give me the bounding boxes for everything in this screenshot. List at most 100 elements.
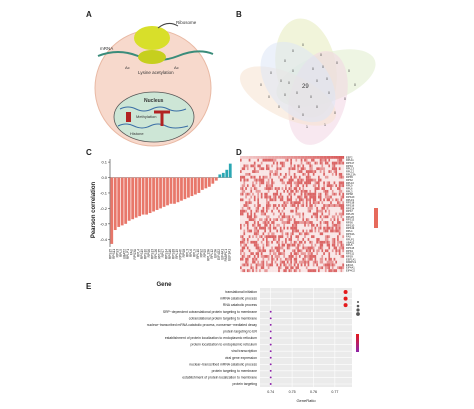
heatmap-cell — [253, 269, 256, 273]
heatmap-cell — [309, 223, 312, 227]
heatmap-cell — [340, 187, 343, 191]
legend-size-1 — [357, 301, 359, 303]
heatmap-cell — [323, 255, 326, 258]
heatmap-cell — [330, 260, 332, 264]
heatmap-cell — [333, 175, 336, 179]
heatmap-cell — [340, 243, 343, 247]
heatmap-cell — [257, 260, 260, 264]
heatmap-row-label: RPS17 — [346, 161, 355, 165]
heatmap-cell — [307, 187, 310, 191]
heatmap-cell — [252, 172, 254, 176]
heatmap-cell — [298, 235, 301, 239]
heatmap-cell — [259, 240, 261, 244]
heatmap-cell — [245, 221, 248, 225]
heatmap-cell — [316, 167, 319, 171]
heatmap-cell — [338, 218, 341, 222]
heatmap-cell — [290, 235, 293, 239]
heatmap-cell — [312, 184, 315, 188]
heatmap-cell — [252, 161, 254, 165]
heatmap-row-label: RPL12 — [346, 170, 354, 174]
heatmap-cell — [335, 266, 338, 270]
heatmap-cell — [300, 249, 303, 253]
heatmap-cell — [326, 189, 329, 193]
heatmap-cell — [266, 167, 268, 171]
heatmap-cell — [298, 232, 301, 236]
heatmap-cell — [298, 161, 301, 165]
heatmap-cell — [281, 226, 284, 230]
heatmap-cell — [318, 266, 320, 270]
heatmap-cell — [312, 252, 315, 256]
bar — [225, 169, 229, 178]
heatmap-cell — [311, 232, 313, 236]
heatmap-cell — [279, 164, 282, 168]
bar — [214, 177, 218, 181]
heatmap-cell — [298, 156, 301, 159]
heatmap-cell — [314, 161, 317, 165]
heatmap-cell — [335, 164, 338, 168]
heatmap-cell — [266, 218, 268, 222]
heatmap-cell — [240, 249, 242, 253]
heatmap-cell — [255, 221, 258, 225]
heatmap-cell — [304, 189, 306, 193]
heatmap-cell — [331, 158, 334, 162]
heatmap-cell — [305, 201, 308, 205]
heatmap-cell — [305, 232, 308, 236]
bar-category-label: RPL19 — [175, 249, 179, 259]
heatmap-cell — [248, 249, 251, 253]
heatmap-cell — [267, 263, 270, 267]
heatmap-cell — [316, 195, 319, 199]
heatmap-cell — [338, 161, 341, 165]
heatmap-cell — [255, 252, 258, 256]
heatmap-cell — [271, 175, 274, 179]
heatmap-cell — [243, 158, 246, 162]
heatmap-cell — [248, 172, 251, 176]
heatmap-cell — [337, 201, 339, 205]
heatmap-cell — [324, 266, 327, 270]
heatmap-cell — [292, 184, 294, 188]
heatmap-cell — [292, 209, 294, 213]
heatmap-cell — [337, 170, 339, 174]
heatmap-cell — [330, 204, 332, 208]
heatmap-cell — [260, 218, 263, 222]
heatmap-cell — [269, 204, 272, 208]
heatmap-cell — [266, 235, 268, 239]
heatmap-cell — [335, 260, 338, 264]
heatmap-cell — [269, 206, 272, 210]
heatmap-cell — [253, 164, 256, 168]
heatmap-cell — [340, 246, 343, 250]
heatmap-cell — [260, 221, 263, 225]
heatmap-cell — [266, 164, 268, 168]
heatmap-cell — [319, 204, 322, 208]
heatmap-cell — [311, 161, 313, 165]
heatmap-cell — [316, 164, 319, 168]
heatmap-cell — [338, 232, 341, 236]
heatmap-cell — [331, 246, 334, 250]
heatmap-cell — [281, 195, 284, 199]
heatmap-cell — [286, 269, 289, 273]
heatmap-cell — [342, 164, 345, 168]
heatmap-cell — [342, 226, 345, 230]
heatmap-cell — [297, 260, 300, 264]
heatmap-cell — [298, 195, 301, 199]
heatmap-cell — [288, 257, 291, 261]
heatmap-cell — [276, 187, 279, 191]
heatmap-cell — [307, 269, 310, 273]
heatmap-cell — [274, 226, 277, 230]
heatmap-cell — [266, 206, 268, 210]
heatmap-cell — [311, 198, 313, 202]
heatmap-cell — [278, 195, 280, 199]
heatmap-cell — [266, 263, 268, 267]
heatmap-cell — [342, 243, 345, 247]
heatmap-cell — [338, 189, 341, 193]
heatmap-cell — [338, 172, 341, 176]
heatmap-cell — [278, 226, 280, 230]
heatmap-cell — [271, 266, 274, 270]
heatmap-cell — [305, 215, 308, 219]
heatmap-cell — [314, 158, 317, 162]
heatmap-cell — [293, 178, 296, 182]
heatmap-cell — [309, 175, 312, 179]
heatmap-cell — [271, 181, 274, 185]
heatmap-cell — [246, 189, 249, 193]
heatmap-cell — [330, 156, 332, 159]
heatmap-cell — [307, 235, 310, 239]
